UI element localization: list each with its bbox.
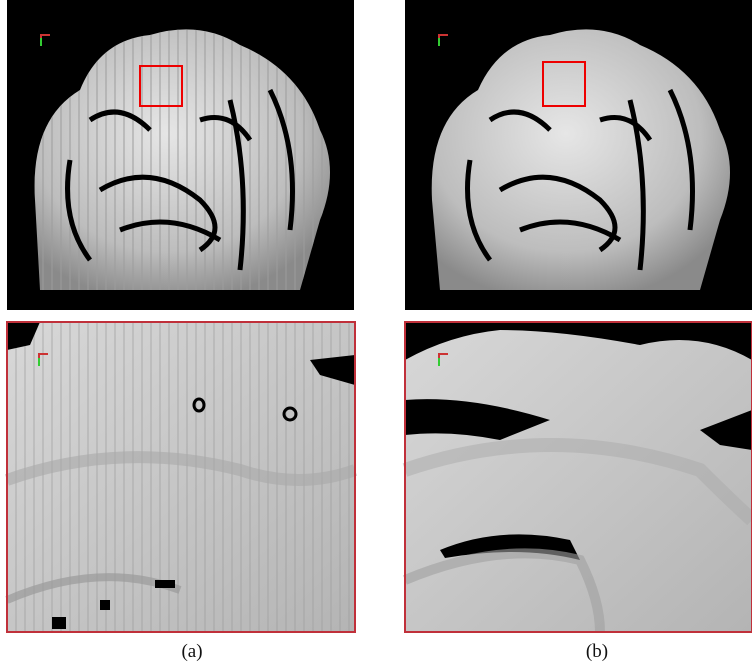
panel-b-overview [405, 0, 752, 310]
figure: (a) (b) [0, 0, 752, 670]
caption: (b) [586, 641, 608, 662]
panel-a-closeup [7, 322, 355, 632]
panel-a-overview [7, 0, 354, 310]
caption: (a) [181, 641, 202, 662]
panel-b-closeup [405, 322, 752, 632]
